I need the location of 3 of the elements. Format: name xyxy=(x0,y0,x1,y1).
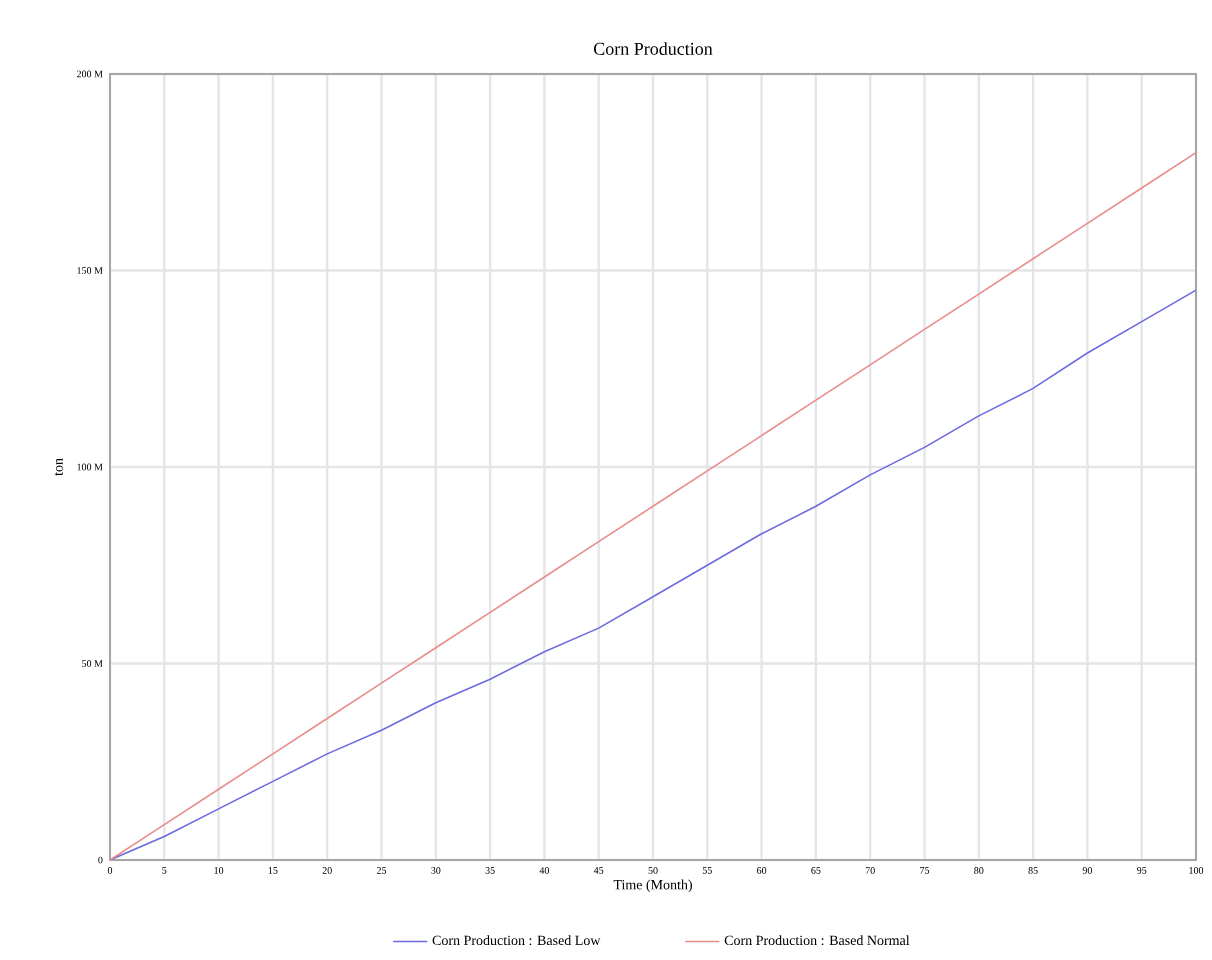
chart-title: Corn Production xyxy=(594,42,713,55)
line-series xyxy=(110,151,1197,860)
line-series xyxy=(110,289,1197,860)
